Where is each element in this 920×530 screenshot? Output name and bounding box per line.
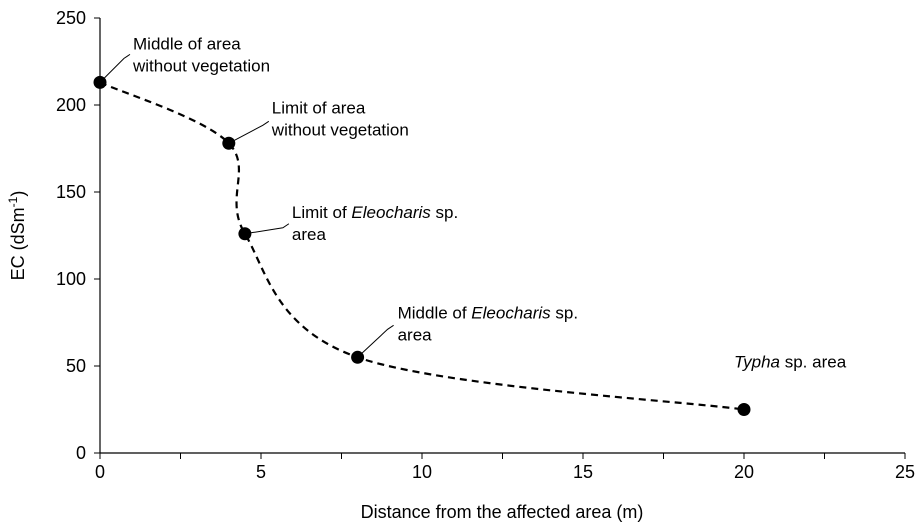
y-tick-label: 100 [56, 269, 86, 289]
y-tick-label: 200 [56, 95, 86, 115]
annotation-part: Limit of area [272, 98, 366, 117]
annotation: Middle of area [133, 34, 241, 53]
annotation-part: area [292, 225, 327, 244]
annotation-part: without vegetation [271, 120, 409, 139]
annotation: without vegetation [132, 56, 270, 75]
annotation: without vegetation [271, 120, 409, 139]
leader-line [357, 324, 394, 358]
y-tick-label: 250 [56, 8, 86, 28]
annotation: area [398, 325, 433, 344]
x-tick-label: 5 [256, 462, 266, 482]
x-tick-label: 0 [95, 462, 105, 482]
y-axis-label-part: -1 [6, 196, 20, 207]
x-tick-label: 15 [573, 462, 593, 482]
annotation-part: Limit of [292, 203, 352, 222]
leader-line [244, 223, 290, 235]
series-line [99, 81, 745, 411]
annotation: Middle of Eleocharis sp. [398, 303, 578, 322]
y-tick-label: 150 [56, 182, 86, 202]
x-axis-label: Distance from the affected area (m) [361, 502, 644, 522]
x-tick-label: 10 [412, 462, 432, 482]
annotation: Limit of area [272, 98, 366, 117]
annotation-part: Eleocharis [471, 303, 551, 322]
annotation-part: sp. area [780, 353, 847, 372]
annotation: area [292, 225, 327, 244]
x-tick-label: 25 [895, 462, 915, 482]
leader-line [99, 53, 131, 83]
annotation: Typha sp. area [734, 353, 847, 372]
annotation-part: Middle of [398, 303, 472, 322]
point [737, 403, 751, 416]
y-axis-label: EC (dSm-1) [6, 191, 28, 281]
y-axis-label-part: ) [8, 191, 28, 197]
annotation-part: Eleocharis [351, 203, 431, 222]
annotation-part: area [398, 325, 433, 344]
annotation: Limit of Eleocharis sp. [292, 203, 458, 222]
annotation-part: sp. [551, 303, 578, 322]
x-tick-label: 20 [734, 462, 754, 482]
annotation-part: without vegetation [132, 56, 270, 75]
annotation-part: sp. [431, 203, 458, 222]
annotation-part: Middle of area [133, 34, 241, 53]
annotation-part: Typha [734, 353, 780, 372]
y-tick-label: 50 [66, 356, 86, 376]
leader-line [228, 120, 270, 144]
y-axis-label-part: EC (dSm [8, 207, 28, 280]
y-tick-label: 0 [76, 443, 86, 463]
